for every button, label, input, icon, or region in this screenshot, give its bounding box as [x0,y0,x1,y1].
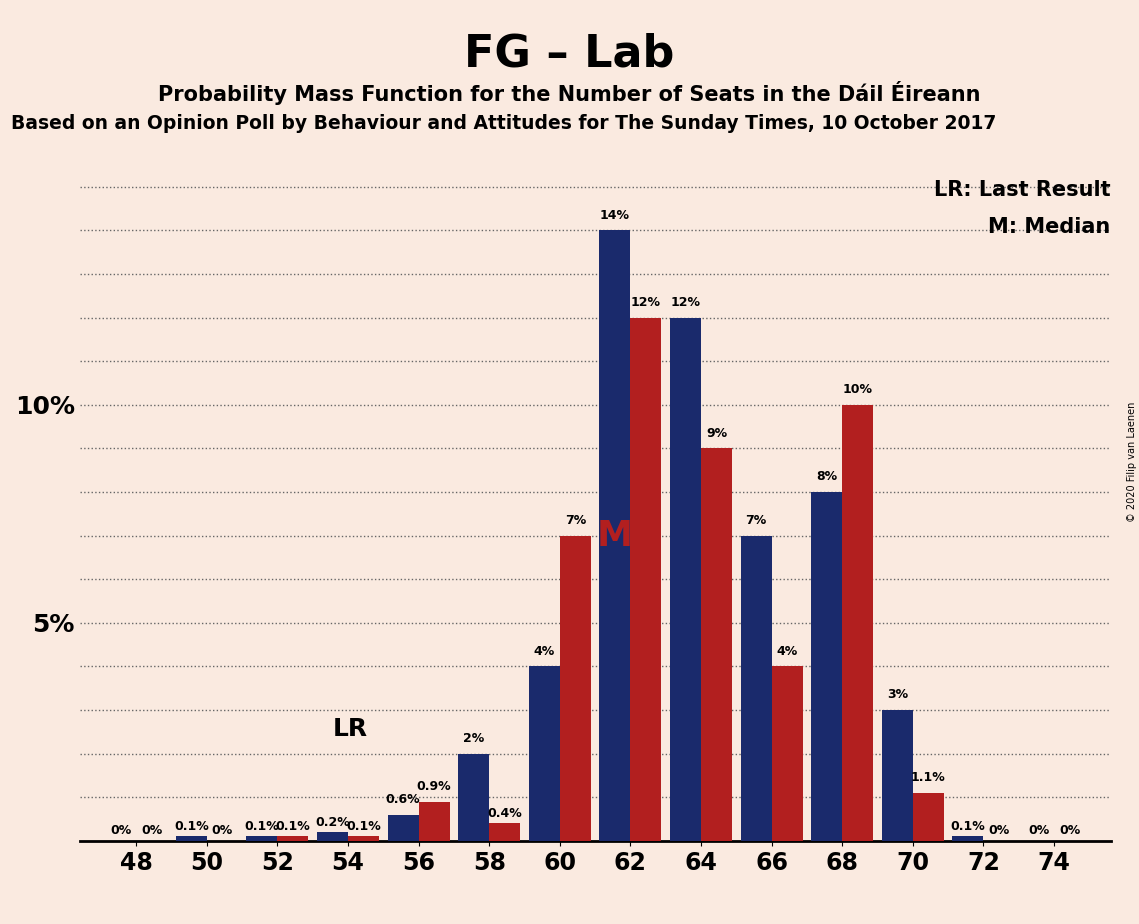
Bar [700,448,732,841]
Text: 0.1%: 0.1% [276,820,310,833]
Text: 4%: 4% [534,645,555,658]
Text: 7%: 7% [746,514,767,527]
Bar [811,492,842,841]
Text: 0.4%: 0.4% [487,807,522,820]
Text: © 2020 Filip van Laenen: © 2020 Filip van Laenen [1126,402,1137,522]
Text: M: Median: M: Median [989,217,1111,237]
Bar [882,710,912,841]
Text: 0.1%: 0.1% [245,820,279,833]
Text: 12%: 12% [671,296,700,309]
Text: 4%: 4% [777,645,797,658]
Text: LR: LR [333,716,368,740]
Bar [419,802,450,841]
Text: LR: Last Result: LR: Last Result [934,180,1111,201]
Bar [912,793,944,841]
Text: 0.9%: 0.9% [417,780,451,793]
Text: 7%: 7% [565,514,585,527]
Text: 0.6%: 0.6% [386,793,420,806]
Text: 10%: 10% [843,383,872,396]
Bar [599,230,630,841]
Bar [670,318,700,841]
Bar [490,823,521,841]
Bar [175,836,207,841]
Bar [349,836,379,841]
Text: 0.2%: 0.2% [316,816,350,829]
Bar [387,815,419,841]
Bar [560,536,591,841]
Bar [317,833,349,841]
Bar [278,836,309,841]
Text: 0%: 0% [989,824,1009,837]
Text: 0.1%: 0.1% [951,820,985,833]
Text: 14%: 14% [600,209,630,222]
Text: M: M [597,518,633,553]
Text: 0%: 0% [212,824,233,837]
Text: 1.1%: 1.1% [911,772,945,784]
Bar [842,405,874,841]
Bar [246,836,278,841]
Text: 0.1%: 0.1% [346,820,380,833]
Bar [528,666,560,841]
Text: 2%: 2% [464,732,484,745]
Text: 0%: 0% [141,824,163,837]
Text: FG – Lab: FG – Lab [465,32,674,76]
Bar [771,666,803,841]
Text: 0%: 0% [1059,824,1080,837]
Text: Based on an Opinion Poll by Behaviour and Attitudes for The Sunday Times, 10 Oct: Based on an Opinion Poll by Behaviour an… [11,114,997,133]
Text: 3%: 3% [887,688,908,701]
Bar [952,836,983,841]
Text: 0%: 0% [1027,824,1049,837]
Bar [740,536,771,841]
Text: Probability Mass Function for the Number of Seats in the Dáil Éireann: Probability Mass Function for the Number… [158,81,981,105]
Text: 12%: 12% [631,296,661,309]
Text: 0.1%: 0.1% [174,820,208,833]
Bar [458,754,490,841]
Text: 0%: 0% [110,824,131,837]
Text: 8%: 8% [817,470,837,483]
Bar [630,318,662,841]
Text: 9%: 9% [706,427,727,440]
